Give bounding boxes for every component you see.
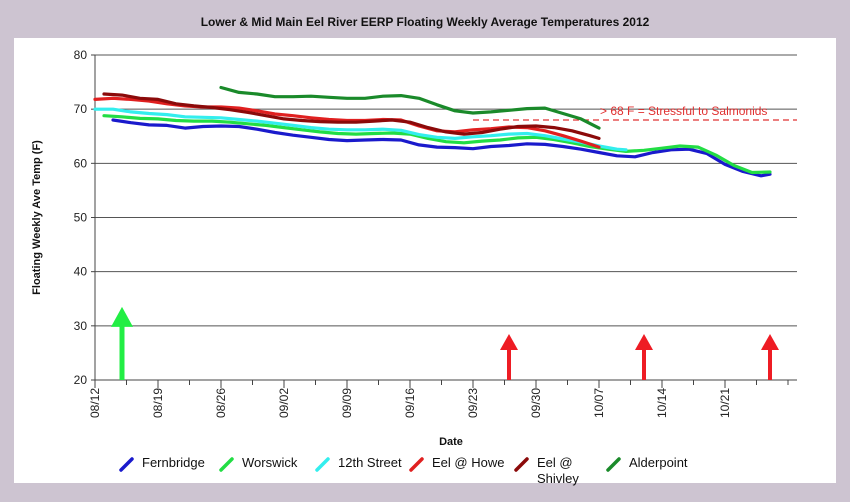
arrow-head	[761, 333, 779, 350]
arrow-annotation	[500, 333, 518, 380]
arrow-annotation	[761, 333, 779, 380]
legend-item: Worswick	[218, 455, 297, 473]
arrow-shaft	[642, 348, 646, 380]
legend-item: Eel @ Shivley	[513, 455, 591, 487]
arrow-head	[635, 333, 653, 350]
legend-label: 12th Street	[338, 455, 402, 470]
y-tick-label: 50	[74, 211, 88, 225]
series-line-alderpoint	[219, 85, 601, 130]
legend-swatch-line	[409, 457, 424, 472]
arrow-shaft	[507, 348, 511, 380]
legend-label: Eel @ Howe	[432, 455, 505, 470]
legend-swatch-line	[119, 457, 134, 472]
series-line-fernbridge	[111, 118, 772, 178]
legend-swatch-line	[219, 457, 234, 472]
legend-swatch-line	[514, 457, 529, 472]
x-tick-label: 10/14	[655, 388, 669, 418]
legend-swatch-icon	[219, 457, 234, 472]
legend-label: Alderpoint	[629, 455, 688, 470]
x-tick-label: 08/12	[88, 388, 102, 418]
x-tick-label: 09/09	[340, 388, 354, 418]
legend-label: Fernbridge	[142, 455, 205, 470]
y-tick-label: 70	[74, 102, 88, 116]
legend-item: Fernbridge	[118, 455, 205, 473]
x-tick-label: 08/19	[151, 388, 165, 418]
threshold-label: > 68 F = Stressful to Salmonids	[600, 104, 767, 118]
legend-item: 12th Street	[314, 455, 402, 473]
legend-swatch-icon	[409, 457, 424, 472]
arrow-shaft	[768, 348, 772, 380]
legend-swatch-icon	[514, 457, 529, 472]
x-tick-label: 09/30	[529, 388, 543, 418]
x-tick-label: 09/16	[403, 388, 417, 418]
arrow-head	[500, 333, 518, 350]
x-tick-label: 09/23	[466, 388, 480, 418]
y-tick-label: 30	[74, 319, 88, 333]
series-line-eel-shivley	[102, 92, 601, 140]
x-axis-title: Date	[439, 436, 463, 448]
legend-label: Eel @ Shivley	[537, 455, 579, 486]
x-tick-label: 08/26	[214, 388, 228, 418]
x-tick-label: 10/21	[718, 388, 732, 418]
arrow-annotation	[635, 333, 653, 380]
chart-title: Lower & Mid Main Eel River EERP Floating…	[200, 15, 650, 29]
x-tick-label: 10/07	[592, 388, 606, 418]
x-tick-label: 09/02	[277, 388, 291, 418]
legend-item: Alderpoint	[605, 455, 688, 473]
legend-swatch-icon	[606, 457, 621, 472]
series-line-worswick	[102, 114, 772, 175]
y-axis-title: Floating Weekly Ave Temp (F)	[31, 140, 43, 295]
arrow-annotation	[111, 306, 133, 380]
legend: Fernbridge Worswick 12th Street Eel @ Howe E…	[118, 455, 768, 495]
legend-label: Worswick	[242, 455, 298, 470]
series-line-12th-street	[93, 107, 628, 152]
y-tick-label: 60	[74, 156, 88, 170]
y-tick-label: 20	[74, 373, 88, 387]
arrow-shaft	[119, 325, 125, 380]
legend-swatch-line	[315, 457, 330, 472]
legend-swatch-icon	[315, 457, 330, 472]
y-tick-label: 80	[74, 48, 88, 62]
y-tick-label: 40	[74, 265, 88, 279]
legend-swatch-icon	[119, 457, 134, 472]
legend-swatch-line	[606, 457, 621, 472]
arrow-head	[111, 306, 133, 327]
legend-item: Eel @ Howe	[408, 455, 504, 473]
